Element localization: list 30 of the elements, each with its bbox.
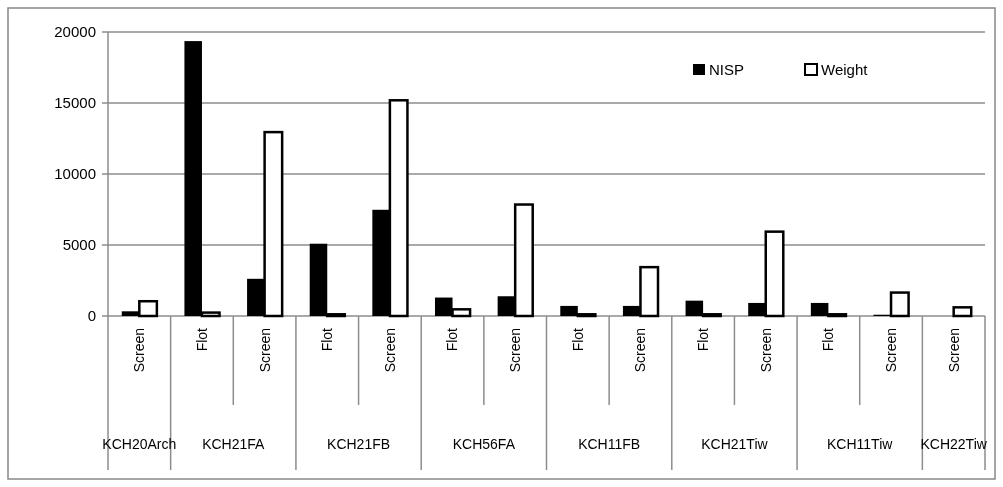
text: KCH21FB — [327, 435, 391, 452]
x-tick-label: Screen — [507, 328, 524, 373]
text: KCH21FA — [202, 435, 266, 452]
x-tick-label: Screen — [632, 328, 649, 373]
x-tick-label: Flot — [319, 327, 336, 352]
legend-label: Weight — [821, 61, 869, 79]
x-tick-label: Screen — [131, 328, 148, 373]
x-tick-label: Screen — [945, 328, 962, 373]
text: KCH21Tiw — [701, 435, 769, 452]
text: KCH56FA — [452, 435, 516, 452]
y-tick-label: 20000 — [54, 23, 96, 41]
x-tick-label: Flot — [444, 327, 461, 352]
x-tick-label: Flot — [569, 327, 586, 352]
x-tick-label: Screen — [256, 328, 273, 373]
x-tick-label: Screen — [381, 328, 398, 373]
y-tick-label: 5000 — [62, 236, 96, 254]
text: KCH11Tiw — [827, 435, 894, 452]
text: KCH11FB — [578, 435, 641, 452]
x-tick-label: Flot — [695, 327, 712, 352]
y-tick-label: 10000 — [54, 165, 96, 183]
x-tick-label: Screen — [882, 328, 899, 373]
text: KCH22Tiw — [920, 435, 988, 452]
bar — [952, 306, 973, 318]
legend-label: NISP — [709, 61, 745, 79]
y-tick-label: 0 — [87, 307, 96, 325]
x-tick-label: Screen — [757, 328, 774, 373]
x-tick-label: Flot — [820, 327, 837, 352]
x-tick-label: Flot — [193, 327, 210, 352]
y-tick-label: 15000 — [54, 94, 96, 112]
text: KCH20Arch — [102, 435, 177, 452]
